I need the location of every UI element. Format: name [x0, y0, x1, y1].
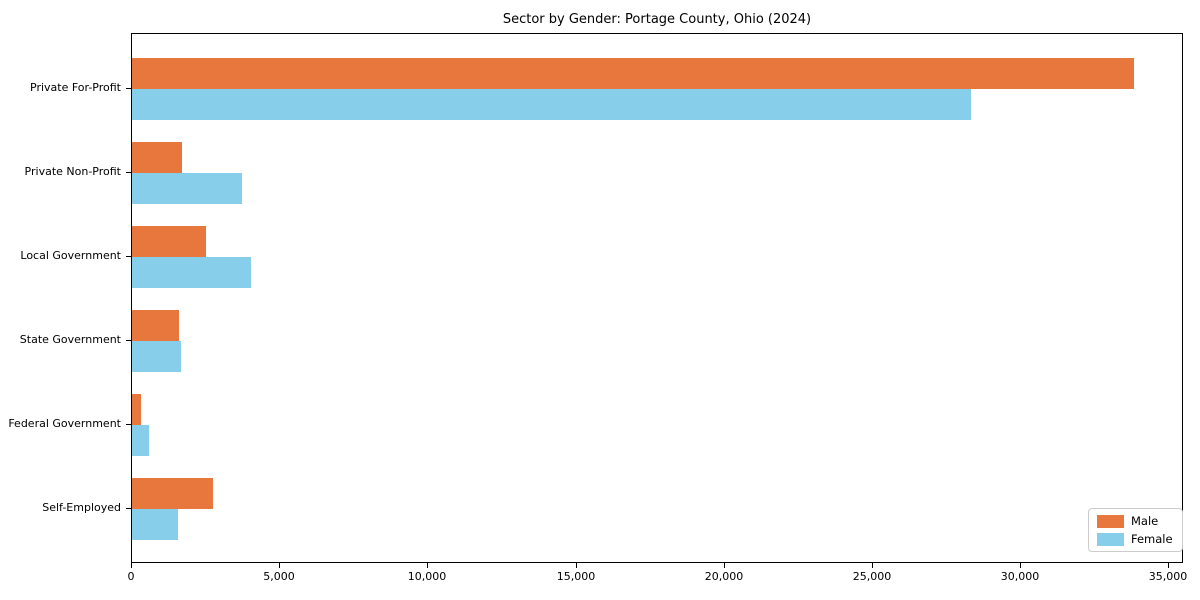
x-axis-tick-label: 10,000 — [407, 570, 447, 583]
y-axis-label: Local Government — [20, 249, 121, 262]
bar-male-local-government — [132, 226, 206, 257]
bar-male-state-government — [132, 310, 179, 341]
x-tick — [131, 563, 132, 568]
x-tick — [279, 563, 280, 568]
x-tick — [576, 563, 577, 568]
bar-male-private-for-profit — [132, 58, 1134, 89]
x-tick — [1020, 563, 1021, 568]
bar-male-private-non-profit — [132, 142, 182, 173]
y-tick — [126, 172, 131, 173]
y-tick — [126, 508, 131, 509]
y-tick — [126, 256, 131, 257]
y-axis-label: Private Non-Profit — [24, 165, 121, 178]
y-axis-label: Private For-Profit — [30, 81, 121, 94]
legend-item-male: Male — [1097, 514, 1173, 528]
plot-area — [131, 33, 1183, 563]
bar-female-federal-government — [132, 425, 149, 456]
chart-title: Sector by Gender: Portage County, Ohio (… — [502, 12, 812, 27]
y-tick — [126, 88, 131, 89]
legend-label-female: Female — [1131, 532, 1173, 546]
legend-swatch-female-icon — [1097, 532, 1124, 546]
bar-female-local-government — [132, 257, 251, 288]
x-axis-tick-label: 0 — [127, 570, 135, 583]
x-axis-tick-label: 15,000 — [556, 570, 596, 583]
x-axis-tick-label: 35,000 — [1148, 570, 1188, 583]
x-axis-tick-label: 25,000 — [852, 570, 892, 583]
y-axis-label: Federal Government — [8, 417, 121, 430]
bar-female-private-for-profit — [132, 89, 971, 120]
y-axis-label: Self-Employed — [42, 501, 121, 514]
x-axis-tick-label: 20,000 — [704, 570, 744, 583]
bar-male-federal-government — [132, 394, 141, 425]
bar-female-private-non-profit — [132, 173, 242, 204]
y-tick — [126, 424, 131, 425]
legend-swatch-male-icon — [1097, 514, 1124, 528]
legend-item-female: Female — [1097, 532, 1173, 546]
x-tick — [724, 563, 725, 568]
x-tick — [872, 563, 873, 568]
x-axis-tick-label: 30,000 — [1000, 570, 1040, 583]
bar-male-self-employed — [132, 478, 213, 509]
y-tick — [126, 340, 131, 341]
x-tick — [427, 563, 428, 568]
x-tick — [1168, 563, 1169, 568]
bar-female-state-government — [132, 341, 181, 372]
y-axis-label: State Government — [19, 333, 121, 346]
x-axis-tick-label: 5,000 — [263, 570, 295, 583]
legend-label-male: Male — [1131, 514, 1159, 528]
bar-female-self-employed — [132, 509, 178, 540]
legend: Male Female — [1088, 508, 1183, 552]
